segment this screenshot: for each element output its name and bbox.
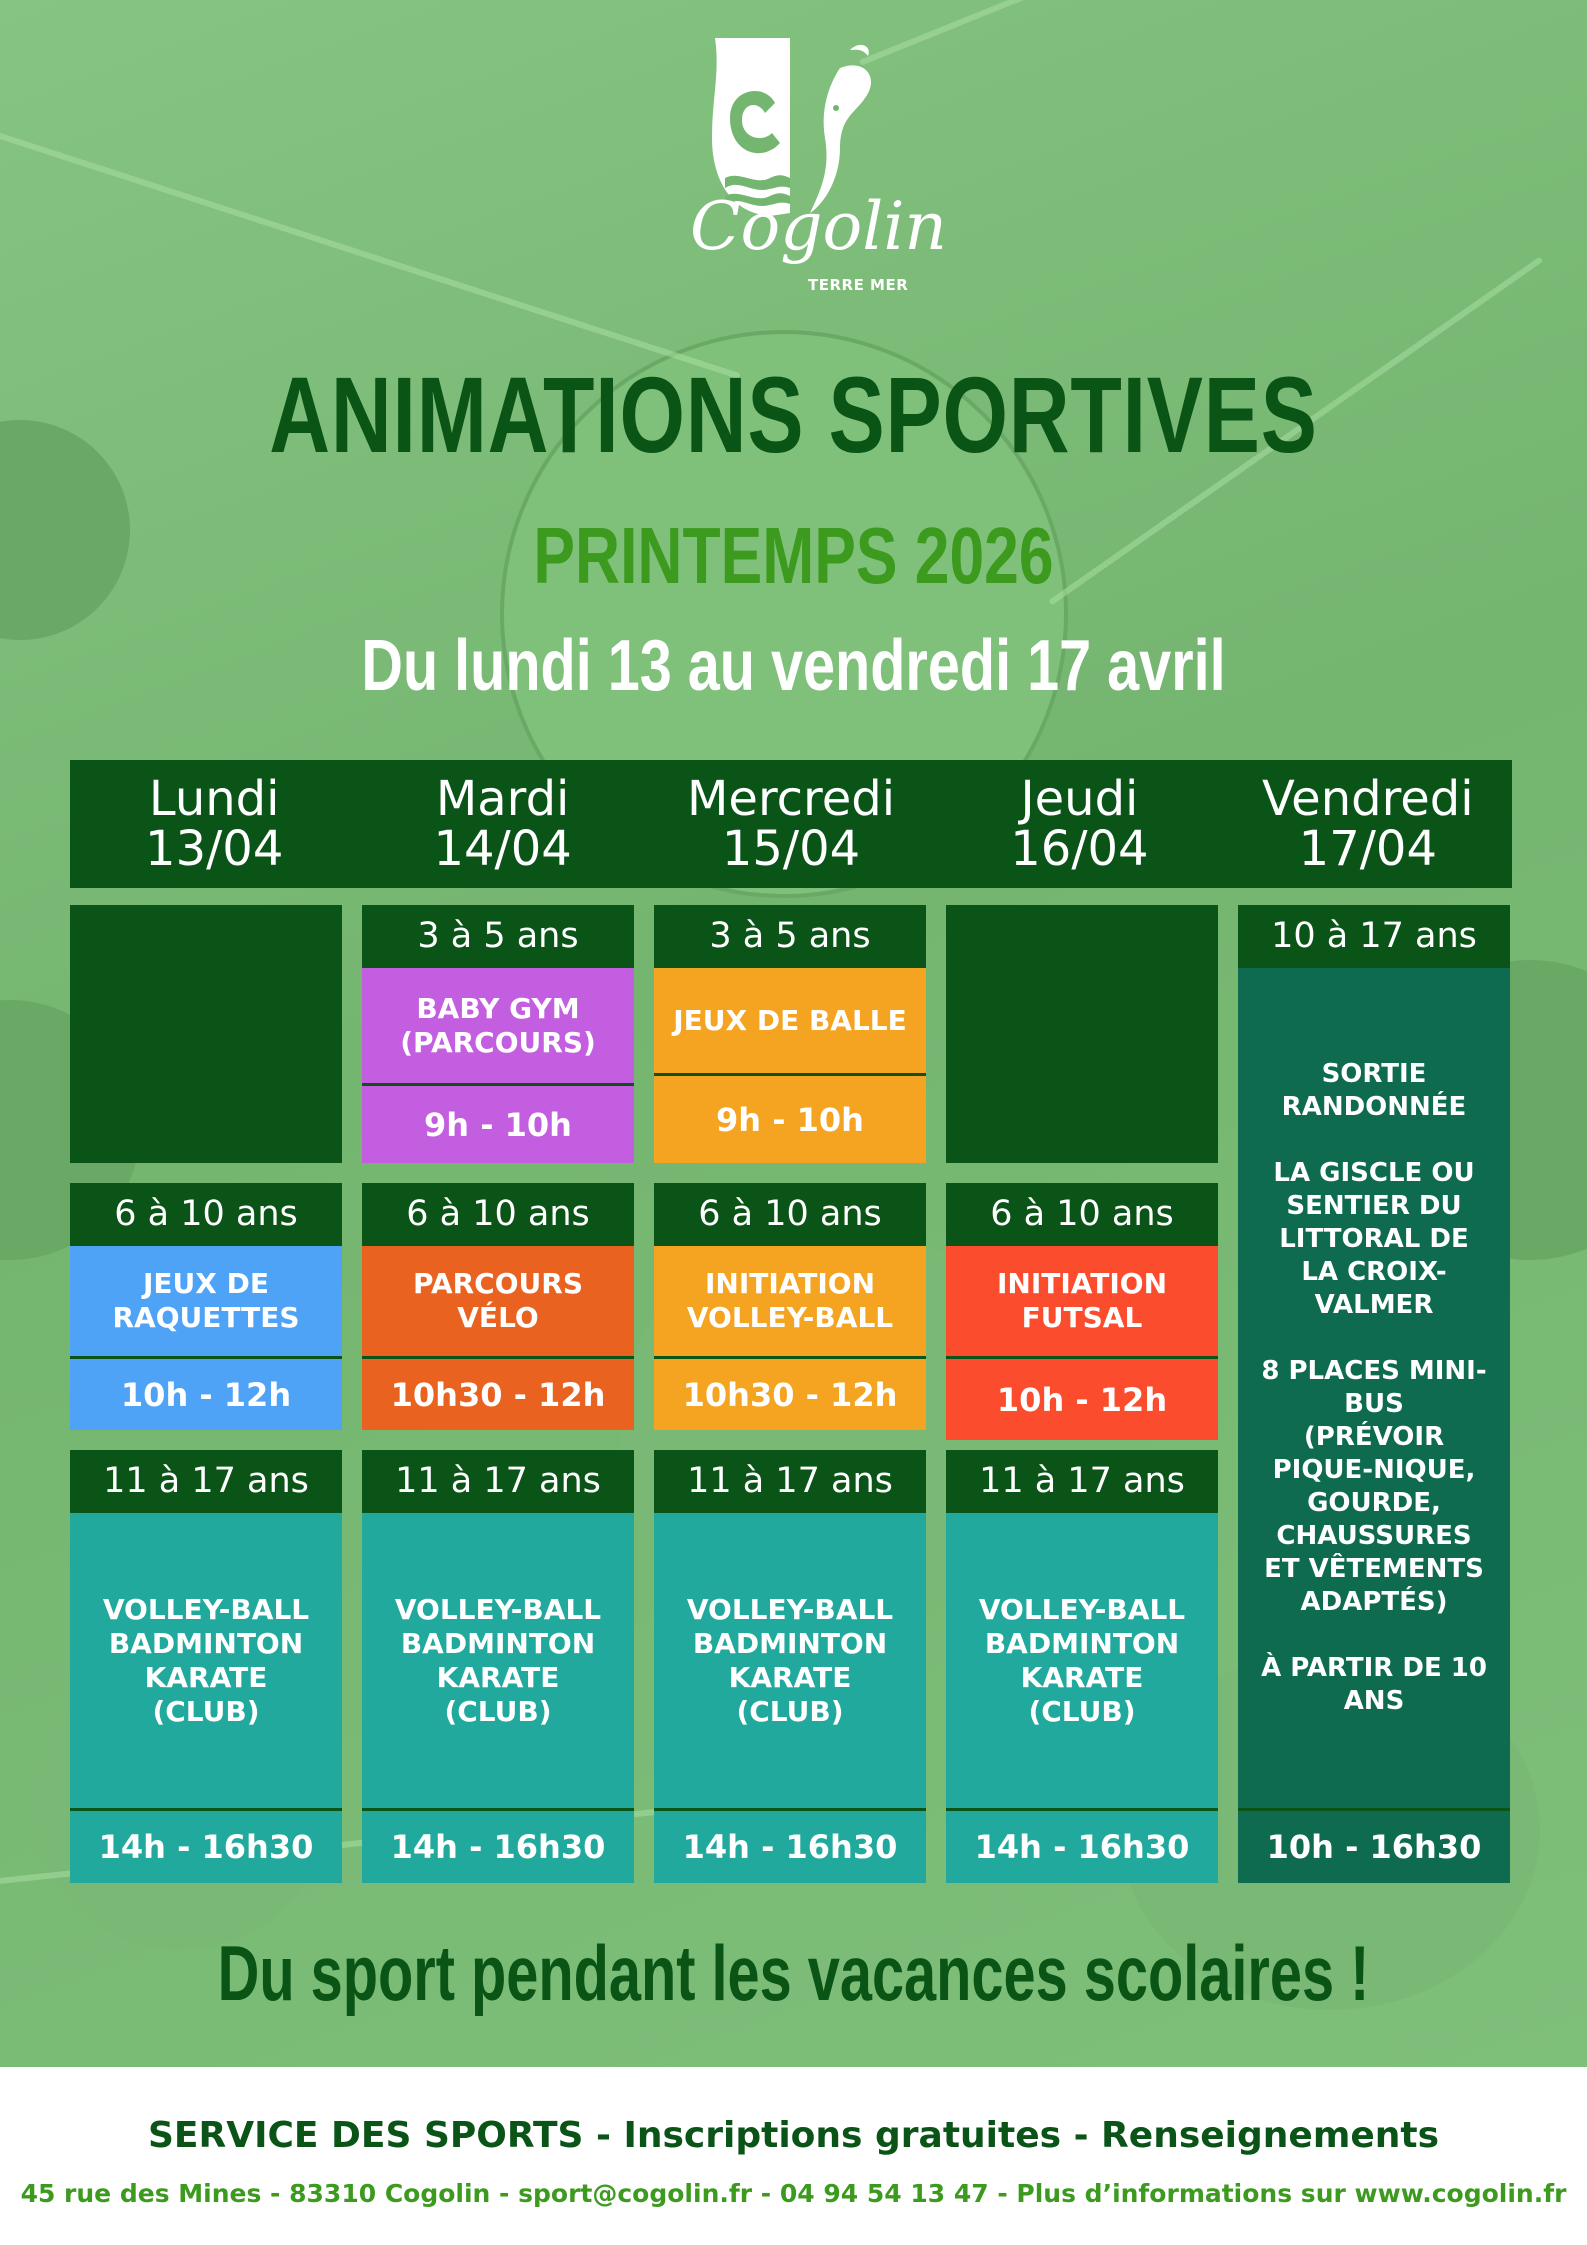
decor-stroke <box>858 0 1566 66</box>
activity-volley-badminton-karate: VOLLEY-BALL BADMINTON KARATE (CLUB) <box>362 1513 634 1808</box>
time-slot: 10h30 - 12h <box>654 1356 926 1430</box>
activity-jeux-de-balle: JEUX DE BALLE <box>654 968 926 1073</box>
footer-service-line: SERVICE DES SPORTS - Inscriptions gratui… <box>147 2115 1440 2156</box>
age-group-label: 11 à 17 ans <box>946 1450 1218 1513</box>
activity-label: INITIATION VOLLEY-BALL <box>686 1267 894 1334</box>
activity-label: VOLLEY-BALL BADMINTON KARATE (CLUB) <box>394 1592 602 1728</box>
activity-label: JEUX DE RAQUETTES <box>112 1267 300 1334</box>
day-header-monday: Lundi 13/04 <box>70 760 358 888</box>
activity-baby-gym: BABY GYM (PARCOURS) <box>362 968 634 1083</box>
time-slot: 14h - 16h30 <box>362 1808 634 1883</box>
activity-label: VOLLEY-BALL BADMINTON KARATE (CLUB) <box>686 1592 894 1728</box>
activity-label: JEUX DE BALLE <box>673 1003 907 1037</box>
age-group-label: 10 à 17 ans <box>1238 905 1510 968</box>
time-slot: 10h - 12h <box>70 1356 342 1430</box>
time-slot: 10h - 16h30 <box>1238 1808 1510 1883</box>
activity-initiation-futsal: INITIATION FUTSAL <box>946 1246 1218 1356</box>
age-group-label: 11 à 17 ans <box>362 1450 634 1513</box>
slogan: Du sport pendant les vacances scolaires … <box>217 1929 1370 2017</box>
day-name: Jeudi <box>1020 771 1139 827</box>
time-slot: 9h - 10h <box>362 1083 634 1163</box>
age-group-label: 6 à 10 ans <box>946 1183 1218 1246</box>
empty-slot-monday-morning <box>70 905 342 1163</box>
logo-wordmark: Cogolin <box>690 188 947 265</box>
day-date: 17/04 <box>1298 821 1437 877</box>
activity-sortie-randonnee: SORTIE RANDONNÉE LA GISCLE OU SENTIER DU… <box>1238 968 1510 1808</box>
age-group-label: 6 à 10 ans <box>70 1183 342 1246</box>
time-slot: 9h - 10h <box>654 1073 926 1163</box>
date-range: Du lundi 13 au vendredi 17 avril <box>361 626 1226 706</box>
cogolin-logo: Cogolin TERRE MER <box>690 38 947 308</box>
day-date: 13/04 <box>145 821 284 877</box>
age-group-label: 11 à 17 ans <box>70 1450 342 1513</box>
day-header-tuesday: Mardi 14/04 <box>358 760 646 888</box>
activity-label: BABY GYM (PARCOURS) <box>400 991 596 1059</box>
activity-volley-badminton-karate: VOLLEY-BALL BADMINTON KARATE (CLUB) <box>70 1513 342 1808</box>
activity-label: SORTIE RANDONNÉE LA GISCLE OU SENTIER DU… <box>1261 1059 1487 1716</box>
decor-ball <box>0 420 130 640</box>
age-group-label: 6 à 10 ans <box>654 1183 926 1246</box>
footer-contact-line: 45 rue des Mines - 83310 Cogolin - sport… <box>20 2179 1567 2208</box>
age-group-label: 11 à 17 ans <box>654 1450 926 1513</box>
day-header-thursday: Jeudi 16/04 <box>935 760 1223 888</box>
decor-stroke <box>0 120 741 380</box>
age-group-label: 6 à 10 ans <box>362 1183 634 1246</box>
footer: SERVICE DES SPORTS - Inscriptions gratui… <box>0 2067 1587 2245</box>
day-date: 16/04 <box>1010 821 1149 877</box>
activity-label: INITIATION FUTSAL <box>996 1267 1168 1334</box>
empty-slot-thursday-morning <box>946 905 1218 1163</box>
activity-volley-badminton-karate: VOLLEY-BALL BADMINTON KARATE (CLUB) <box>654 1513 926 1808</box>
activity-jeux-de-raquettes: JEUX DE RAQUETTES <box>70 1246 342 1356</box>
activity-label: VOLLEY-BALL BADMINTON KARATE (CLUB) <box>978 1592 1186 1728</box>
day-name: Mardi <box>435 771 570 827</box>
time-slot: 14h - 16h30 <box>946 1808 1218 1883</box>
activity-volley-badminton-karate: VOLLEY-BALL BADMINTON KARATE (CLUB) <box>946 1513 1218 1808</box>
days-header: Lundi 13/04 Mardi 14/04 Mercredi 15/04 Jeud… <box>70 760 1512 888</box>
logo-tagline: TERRE MER <box>808 276 909 294</box>
time-slot: 14h - 16h30 <box>654 1808 926 1883</box>
time-slot: 14h - 16h30 <box>70 1808 342 1883</box>
age-group-label: 3 à 5 ans <box>654 905 926 968</box>
day-header-friday: Vendredi 17/04 <box>1224 760 1512 888</box>
logo-emblem-icon <box>712 38 871 216</box>
activity-label: VOLLEY-BALL BADMINTON KARATE (CLUB) <box>102 1592 310 1728</box>
page-title: ANIMATIONS SPORTIVES <box>269 354 1318 475</box>
day-header-wednesday: Mercredi 15/04 <box>647 760 935 888</box>
activity-initiation-volley: INITIATION VOLLEY-BALL <box>654 1246 926 1356</box>
activity-parcours-velo: PARCOURS VÉLO <box>362 1246 634 1356</box>
time-slot: 10h30 - 12h <box>362 1356 634 1430</box>
day-name: Lundi <box>148 771 280 827</box>
activity-label: PARCOURS VÉLO <box>413 1267 583 1334</box>
time-slot: 10h - 12h <box>946 1356 1218 1440</box>
day-date: 14/04 <box>433 821 572 877</box>
page-subtitle: PRINTEMPS 2026 <box>533 511 1054 600</box>
day-date: 15/04 <box>721 821 861 877</box>
day-name: Mercredi <box>687 771 896 827</box>
day-name: Vendredi <box>1262 771 1474 827</box>
age-group-label: 3 à 5 ans <box>362 905 634 968</box>
